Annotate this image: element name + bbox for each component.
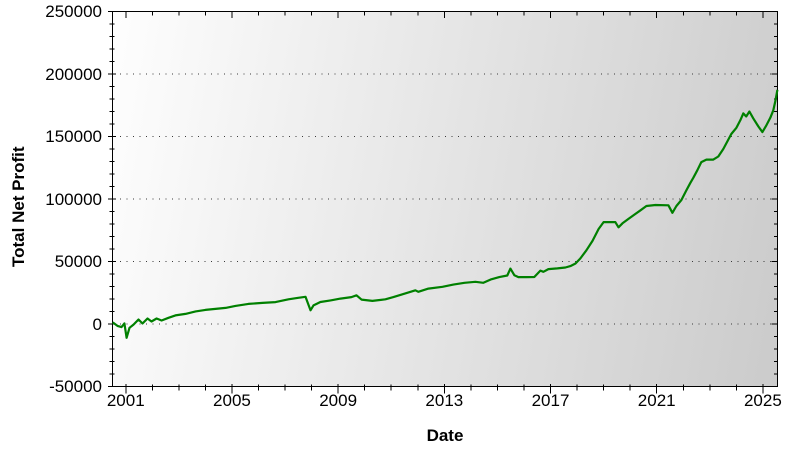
y-tick-label: 250000 (45, 2, 102, 21)
y-tick-label: -50000 (49, 377, 102, 396)
x-tick-label: 2009 (319, 391, 358, 410)
x-tick-label: 2001 (106, 391, 145, 410)
x-tick-label: 2021 (637, 391, 676, 410)
y-tick-label: 150000 (45, 127, 102, 146)
y-tick-label: 50000 (54, 252, 102, 271)
y-tick-label: 200000 (45, 64, 102, 84)
x-tick-label: 2025 (743, 391, 782, 410)
y-axis-title: Total Net Profit (9, 146, 28, 267)
equity-line (112, 89, 779, 339)
x-tick-label: 2017 (531, 391, 570, 410)
y-tick-label: 0 (92, 314, 102, 334)
x-tick-label: 2013 (425, 391, 464, 410)
x-tick-label: 2005 (213, 391, 251, 410)
x-axis-title: Date (426, 426, 464, 445)
y-tick-label: 100000 (45, 189, 102, 209)
